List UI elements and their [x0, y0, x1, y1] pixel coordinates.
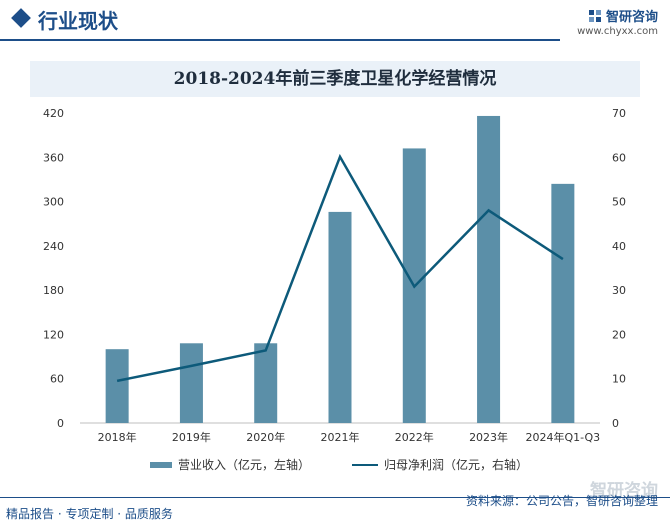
brand-name: 智研咨询: [605, 10, 658, 25]
x-tick-label: 2023年: [469, 430, 508, 444]
y-right-tick-label: 60: [612, 151, 626, 164]
profit-line-series: [116, 153, 564, 383]
y-left-tick-label: 240: [43, 240, 64, 253]
footer-brand-logo: 智研咨询: [590, 481, 658, 501]
legend-label-revenue: 营业收入（亿元，左轴）: [178, 458, 311, 472]
legend-item-profit: 归母净利润（亿元，右轴）: [352, 456, 528, 473]
revenue-bar: [477, 115, 501, 423]
y-left-tick-label: 0: [57, 417, 64, 430]
x-tick-label: 2021年: [321, 430, 360, 444]
y-right-tick-label: 0: [612, 417, 619, 430]
legend-item-revenue: 营业收入（亿元，左轴）: [150, 456, 310, 473]
footer-divider: [0, 497, 670, 498]
y-left-tick-label: 180: [43, 284, 64, 297]
footer-tagline: 精品报告 · 专项定制 · 品质服务: [6, 507, 173, 521]
source-note: 资料来源：公司公告，智研咨询整理: [465, 494, 658, 508]
legend-swatch-bar: [150, 461, 172, 468]
y-right-tick-label: 10: [612, 373, 626, 386]
y-left-tick-label: 300: [43, 196, 64, 209]
revenue-bar: [105, 349, 129, 423]
x-tick-label: 2019年: [172, 430, 211, 444]
page-header: 行业现状 智研咨询 www.chyxx.com: [0, 0, 670, 42]
x-tick-label: 2018年: [98, 430, 137, 444]
revenue-bar: [254, 343, 278, 423]
legend: 营业收入（亿元，左轴） 归母净利润（亿元，右轴）: [0, 456, 670, 476]
x-tick-label: 2024年Q1-Q3: [526, 430, 601, 444]
legend-swatch-line: [352, 463, 378, 466]
y-right-tick-label: 50: [612, 196, 626, 209]
y-left-tick-label: 360: [43, 151, 64, 164]
revenue-bar: [551, 183, 575, 423]
chart-title: 2018-2024年前三季度卫星化学经营情况: [173, 69, 497, 89]
bar-series: [105, 115, 575, 423]
brand-block: 智研咨询 www.chyxx.com: [577, 6, 658, 37]
y-right-tick-label: 70: [612, 107, 626, 120]
brand-url: www.chyxx.com: [577, 26, 658, 37]
y-right-tick-label: 30: [612, 284, 626, 297]
x-axis-labels: 2018年 2019年 2020年 2021年 2022年 2023年 2024年Q1-Q3: [98, 430, 601, 444]
header-divider: [0, 39, 560, 41]
x-tick-label: 2022年: [395, 430, 434, 444]
y-left-tick-label: 60: [50, 373, 64, 386]
y-axis-left: 0 60 120 180 240 300 360 420: [43, 107, 64, 430]
revenue-bar: [179, 343, 203, 423]
y-right-tick-label: 20: [612, 328, 626, 341]
y-right-tick-label: 40: [612, 240, 626, 253]
chart-title-band: [30, 61, 640, 97]
revenue-bar: [328, 211, 352, 423]
y-left-tick-label: 420: [43, 107, 64, 120]
section-title: 行业现状: [38, 9, 118, 33]
y-axis-right: 0 10 20 30 40 50 60 70: [612, 107, 626, 430]
brand-logo-icon: [588, 9, 601, 22]
y-left-tick-label: 120: [43, 328, 64, 341]
legend-label-profit: 归母净利润（亿元，右轴）: [384, 458, 529, 472]
x-tick-label: 2020年: [246, 430, 285, 444]
